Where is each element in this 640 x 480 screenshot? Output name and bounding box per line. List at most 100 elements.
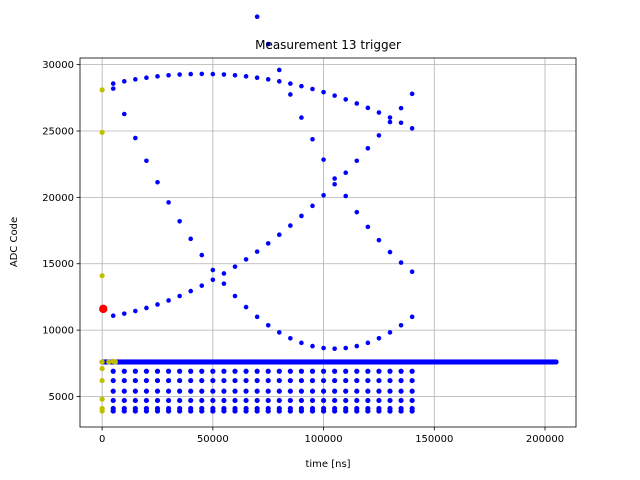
band-point <box>199 377 205 384</box>
curve-point <box>332 346 337 351</box>
band-point <box>165 397 172 404</box>
curve-point <box>409 126 415 131</box>
curve-point <box>177 72 182 77</box>
curve-point <box>265 77 271 82</box>
curve-point <box>321 192 326 198</box>
band-point <box>287 368 293 374</box>
band-point <box>398 388 404 394</box>
band-point <box>143 388 150 394</box>
curve-point <box>133 308 138 314</box>
curve-point <box>343 193 349 199</box>
band-point <box>210 408 216 414</box>
band-point <box>165 377 172 384</box>
band-point <box>320 368 327 374</box>
band-point <box>320 397 327 404</box>
curve-point <box>199 71 205 77</box>
band-point <box>132 377 138 384</box>
band-point <box>387 388 393 394</box>
band-point <box>121 388 127 394</box>
curve-point <box>288 92 293 97</box>
band-point <box>343 408 349 414</box>
band-point <box>221 388 227 394</box>
curve-point <box>332 176 337 181</box>
curve-point <box>232 264 238 269</box>
x-tick-label: 150000 <box>415 434 453 445</box>
curve-point <box>155 302 160 307</box>
band-point <box>188 408 194 414</box>
curve-point <box>299 340 304 346</box>
start-point <box>106 359 112 365</box>
curve-point <box>321 345 326 351</box>
band-point <box>188 397 194 404</box>
curve-point <box>199 283 205 288</box>
band-point <box>154 397 161 404</box>
y-tick-label: 10000 <box>42 326 74 337</box>
band-point <box>243 408 249 414</box>
curve-point <box>166 200 171 205</box>
band-point <box>298 377 305 384</box>
y-tick-label: 30000 <box>42 60 74 71</box>
band-point <box>376 408 382 414</box>
band-point <box>343 397 349 404</box>
curve-point <box>221 271 227 276</box>
curve-point <box>332 181 337 187</box>
band-point <box>199 388 205 394</box>
curve-point <box>354 343 360 349</box>
curve-point <box>188 71 194 77</box>
band-point <box>276 368 282 374</box>
band-point <box>276 397 282 404</box>
start-point <box>99 365 105 372</box>
band-point <box>110 388 116 394</box>
band-point <box>265 368 271 374</box>
curve-point <box>365 146 371 151</box>
curve-point <box>254 14 260 20</box>
band-point <box>232 408 238 414</box>
trigger-point <box>99 304 108 314</box>
band-point <box>143 368 150 374</box>
curve-point <box>310 343 315 349</box>
band-point <box>188 388 194 394</box>
curve-point <box>121 111 127 117</box>
curve-point <box>376 335 382 341</box>
start-point <box>99 377 105 384</box>
y-tick-label: 20000 <box>42 193 74 204</box>
band-point <box>398 377 404 384</box>
curve-point <box>110 313 116 319</box>
curve-point <box>276 232 282 238</box>
start-point <box>112 359 119 365</box>
band-point <box>165 388 172 394</box>
band-point <box>154 377 161 384</box>
x-tick-label: 100000 <box>304 434 342 445</box>
curve-point <box>376 237 382 243</box>
curve-point <box>288 223 293 228</box>
band-point <box>254 368 260 374</box>
curve-point <box>398 260 404 265</box>
band-point <box>199 397 205 404</box>
band-point <box>143 408 150 414</box>
band-point <box>265 377 271 384</box>
curve-point <box>365 224 371 230</box>
curve-point <box>265 322 271 328</box>
curve-point <box>398 120 404 126</box>
curve-point <box>299 115 304 120</box>
y-tick-label: 25000 <box>42 127 74 138</box>
band-point <box>276 377 282 384</box>
curve-point <box>310 136 315 142</box>
x-tick-label: 50000 <box>197 434 229 445</box>
curve-point <box>166 298 171 303</box>
band-point <box>232 368 238 374</box>
band-point <box>254 388 260 394</box>
band-point <box>387 377 393 384</box>
band-point <box>287 377 293 384</box>
curve-point <box>166 72 171 78</box>
curve-point <box>265 241 271 246</box>
baseline-point <box>553 359 559 365</box>
band-point <box>365 397 371 404</box>
curve-point <box>232 72 238 78</box>
curve-point <box>221 72 227 77</box>
curve-point <box>144 75 149 80</box>
curve-point <box>199 252 205 258</box>
band-point <box>409 377 415 384</box>
band-point <box>132 408 138 414</box>
band-point <box>221 368 227 374</box>
